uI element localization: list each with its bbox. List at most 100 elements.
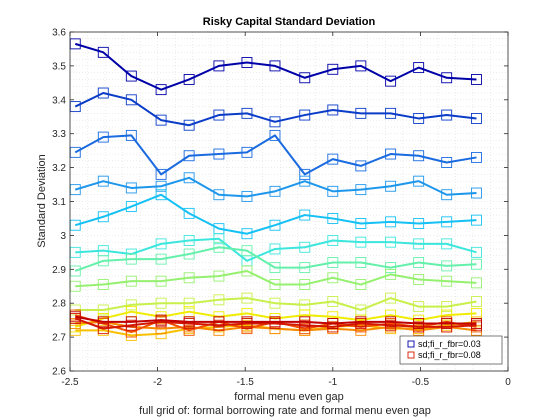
y-axis-label: Standard Deviation: [36, 154, 48, 248]
x-tick-label: -0.5: [412, 377, 430, 388]
data-point: [441, 260, 453, 272]
data-point: [355, 257, 367, 268]
data-point: [213, 60, 225, 72]
data-point: [299, 109, 311, 121]
data-point: [441, 72, 453, 84]
data-point: [471, 74, 482, 85]
data-point: [471, 151, 482, 163]
data-point: [355, 218, 367, 229]
ticks: -2.5 -2 -1.5 -1 -0.5 0 2.6 2.7 2.8 2.9 3 3.1 3.2 3.3 3…: [52, 28, 511, 389]
data-point: [441, 275, 453, 287]
data-point: [327, 318, 339, 329]
data-point: [441, 216, 453, 228]
series-line: [74, 92, 477, 127]
data-point: [327, 104, 339, 116]
data-point: [97, 323, 109, 335]
data-point: [183, 172, 195, 184]
series-line: [74, 317, 477, 330]
data-point: [471, 296, 482, 307]
legend-label: sd;fi_r_fbr=0.08: [418, 350, 481, 360]
data-point: [385, 107, 397, 119]
data-point: [125, 253, 137, 265]
data-point: [413, 112, 425, 124]
data-point: [299, 209, 311, 221]
data-point: [97, 255, 109, 267]
series-line: [74, 176, 477, 198]
data-point: [97, 175, 109, 187]
data-point: [125, 129, 137, 141]
data-point: [155, 84, 167, 96]
data-point: [385, 180, 397, 192]
data-point: [241, 292, 253, 304]
data-point: [385, 216, 397, 228]
data-point: [125, 275, 137, 287]
data-point: [125, 299, 137, 311]
data-point: [155, 238, 167, 250]
data-point: [241, 245, 253, 257]
series-line: [74, 134, 477, 176]
data-point: [269, 185, 281, 197]
data-point: [355, 60, 367, 72]
y-tick-label: 2.9: [52, 265, 66, 276]
x-axis-label: formal menu even gap: [234, 391, 343, 403]
data-point: [269, 116, 281, 128]
data-point: [125, 316, 137, 328]
data-point: [241, 107, 253, 119]
data-point: [183, 150, 195, 162]
legend-box: [399, 335, 503, 365]
series-7: [69, 241, 482, 277]
x-tick-label: -1.5: [237, 377, 255, 388]
data-point: [241, 190, 253, 202]
data-point: [413, 318, 425, 329]
series-1: [69, 38, 482, 96]
data-point: [125, 182, 137, 194]
data-point: [441, 318, 453, 329]
data-point: [183, 119, 195, 131]
x-tick-label: 0: [505, 377, 511, 388]
data-point: [413, 62, 425, 74]
data-point: [155, 275, 167, 287]
data-point: [413, 274, 425, 285]
data-point: [213, 148, 225, 160]
data-point: [155, 253, 167, 265]
data-point: [213, 270, 225, 282]
data-point: [441, 189, 453, 201]
series-line: [74, 193, 477, 235]
data-point: [155, 180, 167, 192]
data-point: [299, 316, 311, 328]
data-point: [97, 279, 109, 291]
data-point: [385, 292, 397, 304]
data-point: [241, 265, 253, 277]
y-tick-label: 2.6: [52, 367, 66, 378]
series-8: [69, 265, 482, 292]
y-tick-label: 3.2: [52, 163, 66, 174]
legend-marker: [407, 351, 415, 359]
data-point: [213, 294, 225, 306]
series-line: [75, 237, 477, 262]
data-point: [213, 316, 225, 328]
data-point: [183, 272, 195, 284]
data-point: [97, 211, 109, 223]
data-point: [213, 233, 225, 245]
data-point: [413, 238, 425, 250]
data-point: [355, 184, 367, 196]
legend-label: sd;fi_r_fbr=0.03: [418, 339, 481, 349]
data-point: [183, 248, 195, 260]
data-point: [269, 279, 281, 291]
data-point: [355, 107, 367, 119]
data-point: [471, 214, 482, 226]
data-point: [213, 241, 225, 253]
data-point: [269, 316, 281, 328]
x-tick-label: -2.5: [61, 377, 79, 388]
data-point: [183, 324, 195, 336]
data-point: [155, 168, 167, 180]
chart-title: Risky Capital Standard Deviation: [203, 16, 376, 28]
x-tick-label: -2: [153, 377, 162, 388]
data-point: [213, 189, 225, 201]
data-point: [299, 168, 311, 180]
data-point: [355, 160, 367, 172]
data-point: [241, 316, 253, 328]
data-point: [385, 316, 397, 328]
series-5: [69, 189, 482, 240]
